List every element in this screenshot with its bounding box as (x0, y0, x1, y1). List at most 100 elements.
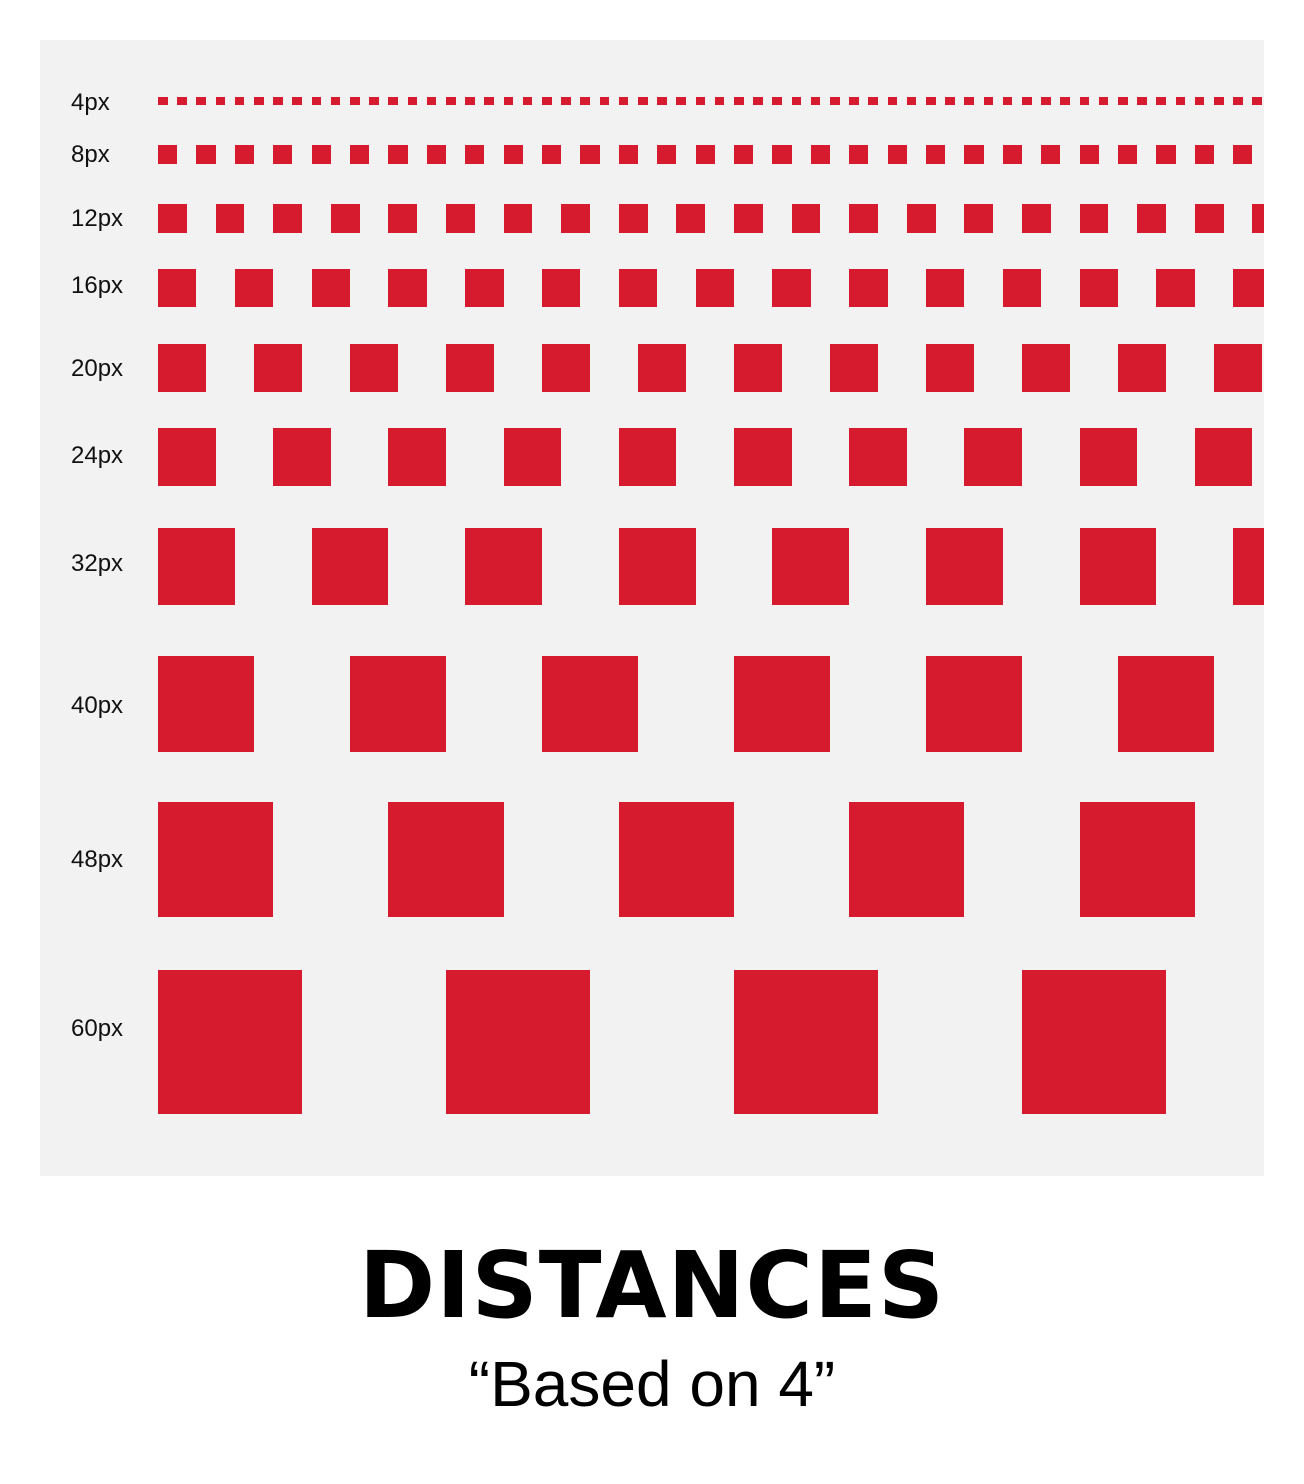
distance-square (388, 204, 418, 233)
distance-square (465, 269, 504, 307)
distance-square (1118, 145, 1138, 164)
distance-square (158, 145, 178, 164)
distance-label: 16px (71, 272, 124, 299)
distance-square (1252, 97, 1262, 105)
distance-square (465, 528, 542, 605)
distance-square (234, 145, 254, 164)
distance-square (311, 97, 322, 105)
distance-square (561, 97, 571, 105)
page-subtitle: “Based on 4” (468, 1348, 836, 1420)
distance-square (849, 269, 888, 307)
distance-square (580, 145, 600, 164)
distance-square (1041, 97, 1051, 105)
distance-square (292, 97, 302, 105)
distance-label: 8px (71, 141, 110, 168)
distance-square (215, 97, 226, 105)
distance-square (273, 145, 293, 164)
distance-square (311, 145, 331, 164)
distance-square (158, 528, 235, 605)
distance-square (561, 204, 590, 233)
distance-square (1118, 97, 1128, 105)
distance-square (1002, 269, 1042, 307)
distance-square (580, 97, 590, 105)
distance-square (446, 97, 456, 105)
distance-square (542, 344, 590, 392)
distance-square (388, 145, 408, 164)
square-track (158, 145, 1264, 164)
square-track (158, 528, 1264, 606)
distance-square (1252, 204, 1264, 233)
distance-square (926, 344, 974, 392)
distance-square (503, 145, 523, 164)
distance-square (695, 145, 715, 164)
distance-square (734, 428, 792, 486)
distance-square (964, 428, 1022, 486)
distance-square (158, 344, 206, 392)
distance-square (657, 145, 677, 164)
distance-square (638, 344, 686, 392)
distance-square (1233, 528, 1264, 605)
distance-square (1079, 97, 1090, 105)
distance-square (618, 269, 658, 307)
distance-square (1233, 145, 1253, 164)
distance-square (599, 97, 610, 105)
distance-square (887, 97, 898, 105)
distance-square (1194, 428, 1253, 486)
distance-square (388, 97, 398, 105)
distance-square (522, 97, 533, 105)
distance-square (1002, 97, 1013, 105)
distance-label: 60px (71, 1015, 124, 1042)
distance-square (983, 97, 994, 105)
distance-square (1022, 97, 1032, 105)
distance-square (311, 269, 350, 307)
distance-square (1233, 97, 1243, 105)
distance-square (177, 97, 187, 105)
distance-square (618, 802, 734, 918)
distance-square (1079, 428, 1138, 486)
distance-square (1060, 97, 1070, 105)
distance-square (503, 97, 514, 105)
distance-square (542, 97, 552, 105)
distance-square (657, 97, 667, 105)
distance-square (791, 204, 821, 233)
distance-square (772, 528, 850, 605)
square-track (158, 269, 1264, 307)
distance-square (1137, 97, 1147, 105)
distance-square (1156, 145, 1176, 164)
distance-square (158, 802, 274, 918)
distance-square (234, 97, 245, 105)
distance-square (810, 145, 830, 164)
distance-square (849, 428, 907, 486)
distance-square (273, 428, 331, 486)
distance-square (330, 97, 341, 105)
distance-square (849, 204, 878, 233)
distance-square (695, 269, 734, 307)
distance-square (945, 97, 955, 105)
distance-square (906, 97, 917, 105)
distance-square (350, 97, 360, 105)
distance-square (158, 204, 187, 233)
distance-square (849, 145, 869, 164)
distance-square (1214, 97, 1224, 105)
distance-square (734, 970, 878, 1114)
distance-square (964, 97, 974, 105)
distance-square (1079, 528, 1157, 605)
distance-label: 24px (71, 442, 124, 469)
distance-square (273, 97, 283, 105)
distance-square (484, 97, 494, 105)
distance-square (714, 97, 725, 105)
distance-square (1022, 970, 1166, 1114)
distance-square (887, 145, 907, 164)
square-track (158, 802, 1264, 918)
distance-square (1118, 344, 1166, 392)
distance-square (426, 145, 446, 164)
distance-square (1194, 204, 1224, 233)
distance-square (734, 145, 754, 164)
distance-square (906, 204, 936, 233)
distance-square (503, 204, 533, 233)
distance-square (926, 145, 946, 164)
distance-square (426, 97, 437, 105)
distance-square (1079, 204, 1109, 233)
distance-square (158, 656, 254, 752)
distance-square (734, 656, 830, 752)
